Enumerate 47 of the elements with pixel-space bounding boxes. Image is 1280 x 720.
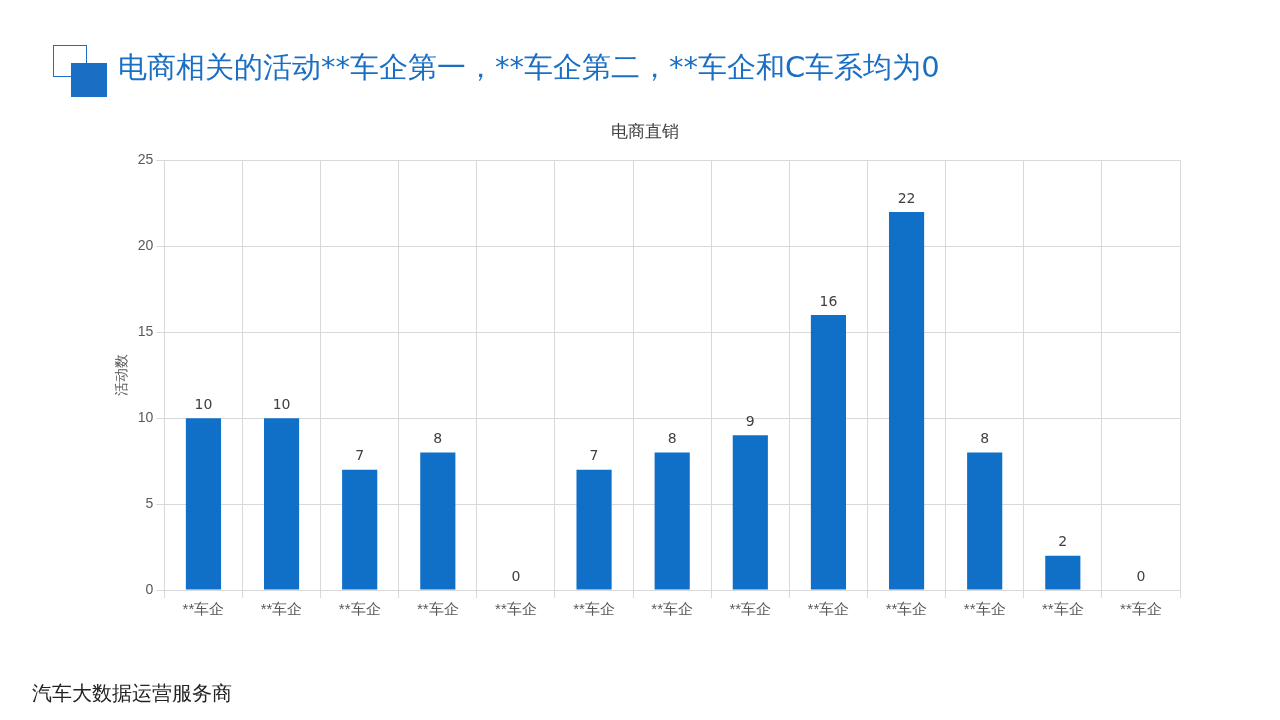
x-tick-label: **车企: [573, 600, 615, 618]
data-label: 16: [819, 292, 838, 309]
x-tick-label: **车企: [807, 600, 850, 618]
data-label: 10: [194, 395, 213, 412]
data-label: 7: [589, 447, 599, 464]
x-tick-label: **车企: [1041, 600, 1084, 618]
bar: [967, 452, 1003, 590]
bar: [342, 469, 378, 590]
y-tick-label: 0: [145, 580, 154, 597]
x-tick-label: **车企: [885, 600, 928, 618]
bar: [888, 211, 925, 590]
x-tick-label: **车企: [729, 600, 772, 618]
y-axis-title: 活动数: [113, 354, 130, 397]
x-tick-label: **车企: [651, 600, 694, 618]
text: 汽车大数据运营服务商: [32, 680, 232, 707]
x-tick-label: **车企: [416, 600, 459, 618]
chart-title: 电商直销: [611, 120, 679, 141]
bar: [420, 452, 456, 590]
bar: [810, 315, 847, 590]
data-label: 0: [511, 567, 521, 584]
bar: [1045, 555, 1081, 590]
y-tick-label: 10: [137, 409, 154, 426]
data-label: 8: [667, 430, 677, 447]
data-label: 7: [355, 447, 365, 464]
data-label: 8: [433, 430, 443, 447]
y-tick-label: 25: [137, 151, 154, 168]
data-label: 8: [980, 430, 990, 447]
x-tick-label: **车企: [495, 600, 537, 618]
bar: [576, 469, 612, 590]
data-label: 9: [745, 412, 755, 429]
x-tick-label: **车企: [260, 600, 303, 618]
data-label: 0: [1136, 567, 1146, 584]
data-label: 22: [897, 189, 916, 206]
y-tick-label: 5: [145, 494, 154, 511]
bar: [732, 435, 768, 590]
x-tick-label: **车企: [1120, 600, 1162, 618]
x-tick-label: **车企: [182, 600, 225, 618]
y-tick-label: 15: [137, 323, 154, 340]
bar: [654, 452, 690, 590]
chart-subtitle: 电商相关的活动**车企第一，**车企第二，**车企和C车系均为0: [118, 49, 940, 86]
data-label: 2: [1058, 533, 1068, 550]
bar: [263, 418, 300, 590]
x-tick-label: **车企: [963, 600, 1006, 618]
x-tick-label: **车企: [338, 600, 381, 618]
y-tick-label: 20: [137, 237, 154, 254]
bar: [185, 418, 222, 590]
data-label: 10: [272, 395, 291, 412]
